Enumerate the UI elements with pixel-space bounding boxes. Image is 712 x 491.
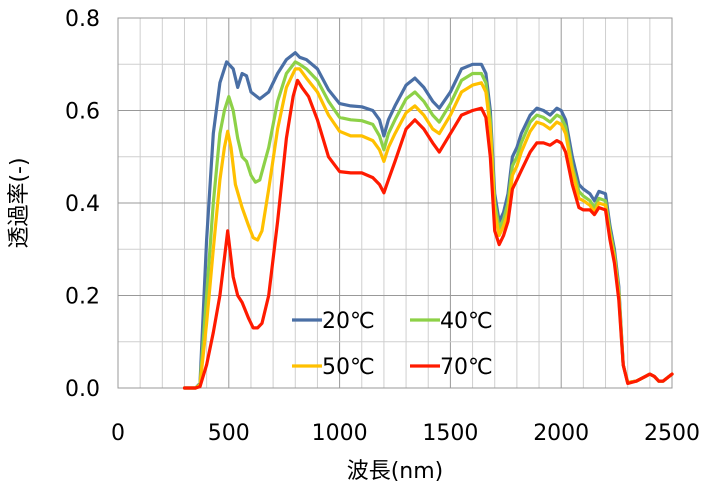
- x-tick-label: 2000: [533, 421, 589, 446]
- y-axis: 0.0 0.2 0.4 0.6 0.8: [65, 7, 100, 402]
- y-axis-title: 透過率(-): [7, 157, 32, 248]
- y-tick-label: 0.0: [65, 377, 100, 402]
- legend-label: 70℃: [440, 355, 493, 380]
- y-tick-label: 0.2: [65, 285, 100, 310]
- x-tick-label: 500: [208, 421, 250, 446]
- x-tick-label: 1000: [312, 421, 368, 446]
- series-line-1: [182, 51, 674, 390]
- grid: [117, 17, 673, 389]
- x-tick-label: 1500: [422, 421, 478, 446]
- x-axis: 0 500 1000 1500 2000 2500: [111, 421, 700, 446]
- y-tick-label: 0.6: [65, 100, 100, 125]
- series-line-4: [182, 78, 674, 390]
- y-tick-label: 0.8: [65, 7, 100, 32]
- plot-border: [117, 17, 673, 389]
- series-line-2: [182, 60, 674, 390]
- legend-label: 50℃: [322, 355, 375, 380]
- x-tick-label: 0: [111, 421, 125, 446]
- legend-label: 40℃: [440, 309, 493, 334]
- x-tick-label: 2500: [644, 421, 700, 446]
- x-axis-title: 波長(nm): [347, 459, 444, 484]
- plot-area: [182, 51, 674, 390]
- legend: 20℃ 40℃ 50℃ 70℃: [292, 309, 493, 380]
- series-line-3: [182, 67, 674, 390]
- legend-label: 20℃: [322, 309, 375, 334]
- y-tick-label: 0.4: [65, 192, 100, 217]
